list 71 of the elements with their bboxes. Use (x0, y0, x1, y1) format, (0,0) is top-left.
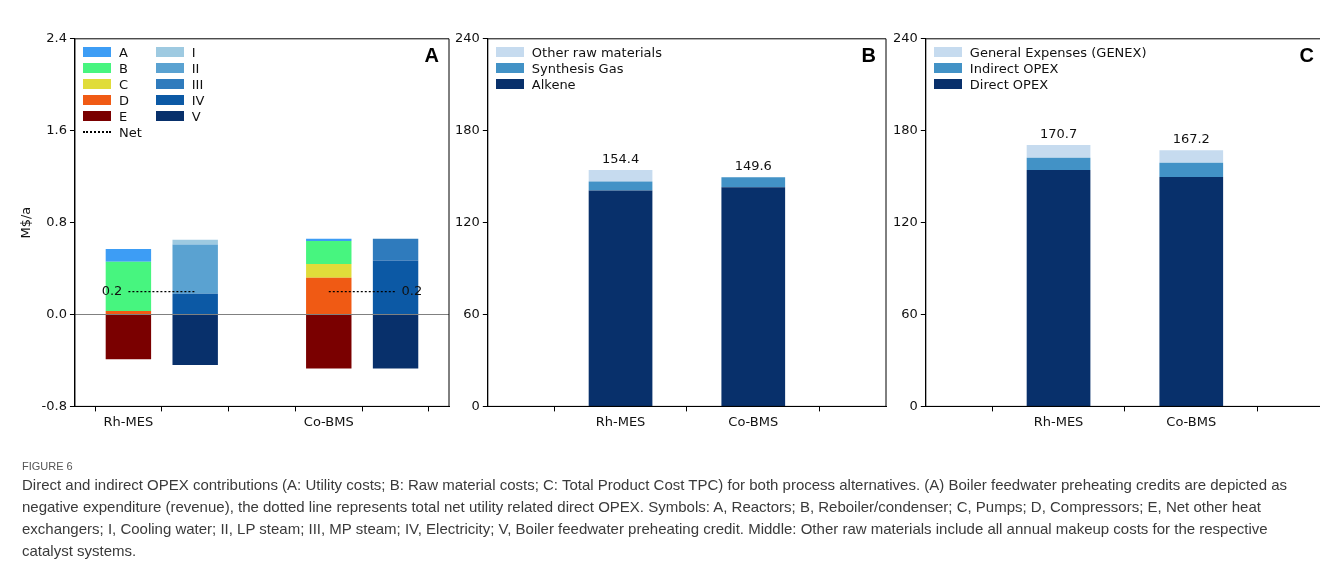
y-tick-label: 0.0 (46, 305, 67, 321)
total-label: 167.2 (1172, 131, 1210, 147)
x-tick-label: Rh-MES (595, 413, 646, 429)
y-tick-label: 180 (454, 122, 480, 138)
legend-label: III (191, 76, 204, 92)
bar (588, 190, 653, 406)
bar (1159, 162, 1224, 177)
legend-label: General Expenses (GENEX) (969, 44, 1147, 60)
bar (172, 293, 218, 314)
bar (588, 169, 653, 182)
y-tick-label: 0 (909, 397, 918, 413)
bar (1026, 157, 1091, 170)
x-tick-label: Co-BMS (303, 413, 354, 429)
bar (721, 187, 786, 406)
x-tick-label: Rh-MES (103, 413, 154, 429)
y-tick-label: 120 (454, 213, 480, 229)
legend-label: Other raw materials (531, 44, 662, 60)
total-label: 149.6 (734, 158, 772, 174)
total-label: 154.4 (601, 150, 640, 166)
bar (105, 311, 152, 314)
legend-label: Alkene (531, 76, 576, 92)
y-tick-label: 60 (901, 305, 918, 321)
bar (372, 260, 419, 314)
legend-label: V (191, 108, 201, 124)
bar (721, 177, 786, 188)
bar (306, 277, 352, 314)
total-label: 170.7 (1039, 125, 1078, 141)
text: Direct and indirect OPEX contributions (A: Utility costs; B: Raw material costs; C: Total Product Cost TPC) for both process alternatives. (A) Boiler feedwater preheating credits are depicted as negative expenditure (revenue), the dotted line represents total net utility related direct OPEX. Symbols: A, Reactors; B, Reboiler/condenser; C, Pumps; D, Compressors; E, Net other heat exchangers; I, Cooling water; II, LP steam; III, MP steam; IV, Electricity; V, Boiler feedwater preheating credit. Middle: Other raw materials include all annual makeup costs for the respective catalyst systems. (22, 475, 1288, 561)
y-tick-label: 180 (892, 122, 918, 138)
legend-label: IV (191, 92, 205, 108)
bar (105, 315, 152, 360)
y-tick-label: 240 (454, 30, 480, 46)
legend-label: I (191, 44, 196, 60)
bar (1159, 176, 1224, 406)
y-tick-label: 240 (892, 30, 918, 46)
legend-label: Net (118, 124, 142, 140)
caption: FIGURE 6 (22, 459, 74, 474)
y-tick-label: -0.8 (41, 397, 67, 413)
bar (105, 249, 152, 262)
annotation: B (861, 44, 876, 67)
bar (172, 244, 218, 294)
bar (372, 238, 419, 261)
y-tick-label: 1.6 (46, 122, 67, 138)
legend-label: D (118, 92, 129, 108)
bar (1159, 150, 1224, 163)
bar (1026, 144, 1091, 158)
legend-label: E (118, 108, 128, 124)
legend-label: Synthesis Gas (531, 60, 624, 76)
y-tick-label: 60 (463, 305, 480, 321)
legend-label: B (118, 60, 128, 76)
bar (306, 240, 352, 264)
y-tick-label: 0 (471, 397, 480, 413)
y-tick-label: 120 (892, 213, 918, 229)
y-axis-title: M$/a (18, 206, 34, 239)
legend-label: Direct OPEX (969, 76, 1049, 92)
x-tick-label: Co-BMS (1166, 413, 1217, 429)
y-tick-label: 2.4 (46, 30, 67, 46)
legend-label: Indirect OPEX (969, 60, 1059, 76)
annotation: C (1299, 44, 1314, 67)
y-tick-label: 0.8 (46, 213, 67, 229)
x-tick-label: Co-BMS (728, 413, 779, 429)
legend-label: II (191, 60, 200, 76)
legend-label: A (118, 44, 128, 60)
bar (306, 315, 352, 369)
bar (172, 315, 218, 366)
bar (372, 315, 419, 369)
x-tick-label: Rh-MES (1033, 413, 1084, 429)
annotation: A (424, 44, 439, 67)
legend-label: C (118, 76, 129, 92)
bar (306, 263, 352, 278)
bar (1026, 169, 1091, 406)
